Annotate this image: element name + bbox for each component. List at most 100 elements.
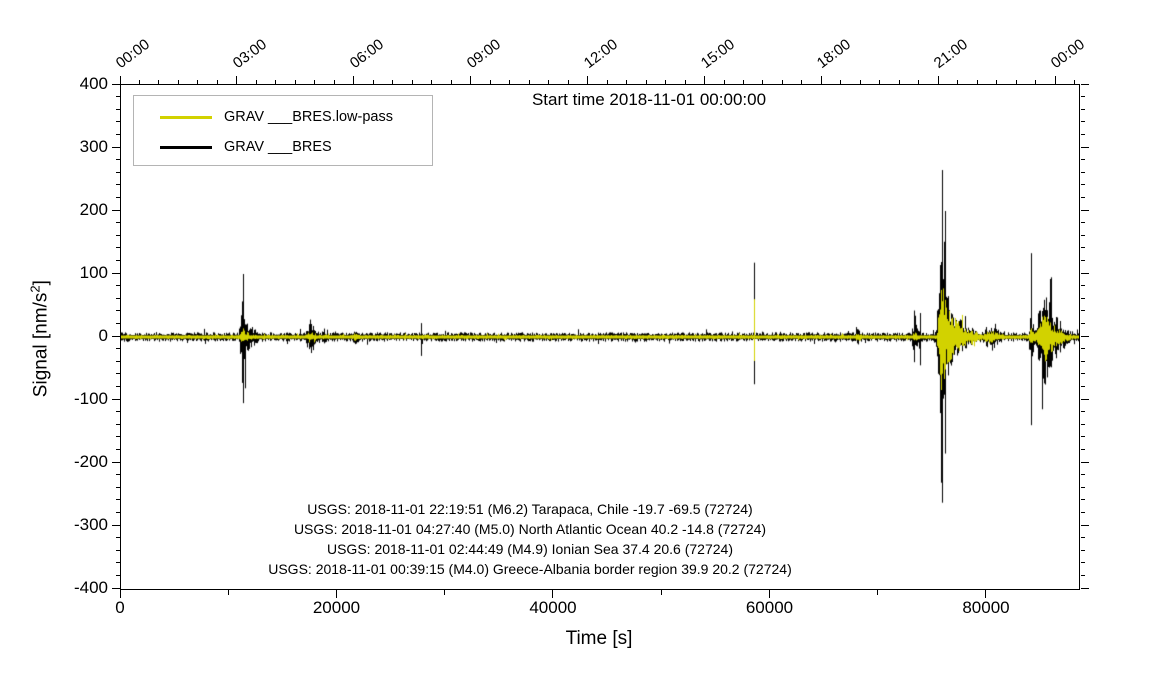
right-major-tick-mark	[1081, 587, 1089, 589]
bottom-axis-tick-label: 20000	[312, 598, 361, 617]
top-minor-tick-mark	[314, 80, 316, 84]
right-minor-tick-mark	[1081, 121, 1085, 123]
right-minor-tick-mark	[1081, 322, 1085, 324]
right-minor-tick-mark	[1081, 285, 1085, 287]
usgs-annotation-4: USGS: 2018-11-01 00:39:15 (M4.0) Greece-…	[268, 561, 792, 577]
left-minor-tick-mark	[116, 373, 120, 375]
left-major-tick-mark	[112, 587, 120, 589]
left-minor-tick-mark	[116, 562, 120, 564]
top-minor-tick-mark	[976, 80, 978, 84]
left-minor-tick-mark	[116, 549, 120, 551]
top-minor-tick-mark	[158, 80, 160, 84]
top-major-tick-mark	[1054, 76, 1056, 84]
top-minor-tick-mark	[665, 80, 667, 84]
right-minor-tick-mark	[1081, 373, 1085, 375]
top-minor-tick-mark	[548, 80, 550, 84]
usgs-annotation-2: USGS: 2018-11-01 04:27:40 (M5.0) North A…	[293, 521, 767, 537]
top-major-tick-mark	[470, 76, 472, 84]
left-minor-tick-mark	[116, 234, 120, 236]
left-minor-tick-mark	[116, 133, 120, 135]
left-minor-tick-mark	[116, 322, 120, 324]
right-minor-tick-mark	[1081, 196, 1085, 198]
y-axis-tick-label: 100	[79, 263, 108, 282]
signal-trace-canvas	[121, 85, 1079, 589]
right-minor-tick-mark	[1081, 411, 1085, 413]
left-minor-tick-mark	[116, 159, 120, 161]
left-major-tick-mark	[112, 83, 120, 85]
left-minor-tick-mark	[116, 171, 120, 173]
top-major-tick-mark	[587, 76, 589, 84]
plot-area	[120, 84, 1080, 590]
right-minor-tick-mark	[1081, 474, 1085, 476]
top-minor-tick-mark	[431, 80, 433, 84]
left-minor-tick-mark	[116, 537, 120, 539]
left-minor-tick-mark	[116, 423, 120, 425]
right-minor-tick-mark	[1081, 499, 1085, 501]
bottom-major-tick-mark	[119, 590, 121, 598]
bottom-major-tick-mark	[768, 590, 770, 598]
left-minor-tick-mark	[116, 499, 120, 501]
left-minor-tick-mark	[116, 411, 120, 413]
top-minor-tick-mark	[333, 80, 335, 84]
legend-line-lowpass-icon	[160, 116, 212, 119]
right-minor-tick-mark	[1081, 108, 1085, 110]
right-major-tick-mark	[1081, 83, 1089, 85]
top-minor-tick-mark	[138, 80, 140, 84]
top-major-tick-mark	[119, 76, 121, 84]
top-major-tick-mark	[236, 76, 238, 84]
right-major-tick-mark	[1081, 272, 1089, 274]
top-minor-tick-mark	[489, 80, 491, 84]
top-minor-tick-mark	[275, 80, 277, 84]
top-minor-tick-mark	[177, 80, 179, 84]
right-major-tick-mark	[1081, 146, 1089, 148]
bottom-axis-tick-label: 80000	[962, 598, 1010, 617]
right-minor-tick-mark	[1081, 537, 1085, 539]
left-minor-tick-mark	[116, 121, 120, 123]
top-minor-tick-mark	[918, 80, 920, 84]
right-minor-tick-mark	[1081, 297, 1085, 299]
top-minor-tick-mark	[684, 80, 686, 84]
right-minor-tick-mark	[1081, 184, 1085, 186]
right-minor-tick-mark	[1081, 348, 1085, 350]
legend-label-lowpass: GRAV ___BRES.low-pass	[224, 109, 393, 125]
right-minor-tick-mark	[1081, 247, 1085, 249]
left-major-tick-mark	[112, 524, 120, 526]
right-minor-tick-mark	[1081, 259, 1085, 261]
bottom-major-tick-mark	[985, 590, 987, 598]
right-minor-tick-mark	[1081, 549, 1085, 551]
right-minor-tick-mark	[1081, 423, 1085, 425]
left-major-tick-mark	[112, 209, 120, 211]
top-major-tick-mark	[353, 76, 355, 84]
left-minor-tick-mark	[116, 385, 120, 387]
right-minor-tick-mark	[1081, 486, 1085, 488]
left-minor-tick-mark	[116, 108, 120, 110]
top-axis-tick-label: 12:00	[580, 35, 621, 72]
left-minor-tick-mark	[116, 574, 120, 576]
top-minor-tick-mark	[781, 80, 783, 84]
left-minor-tick-mark	[116, 448, 120, 450]
right-minor-tick-mark	[1081, 436, 1085, 438]
top-axis-tick-label: 00:00	[112, 35, 153, 72]
left-minor-tick-mark	[116, 285, 120, 287]
top-minor-tick-mark	[450, 80, 452, 84]
left-major-tick-mark	[112, 146, 120, 148]
right-minor-tick-mark	[1081, 310, 1085, 312]
top-minor-tick-mark	[626, 80, 628, 84]
top-minor-tick-mark	[528, 80, 530, 84]
top-minor-tick-mark	[898, 80, 900, 84]
left-major-tick-mark	[112, 398, 120, 400]
y-axis-tick-label: -200	[73, 452, 108, 471]
top-minor-tick-mark	[1074, 80, 1076, 84]
right-minor-tick-mark	[1081, 448, 1085, 450]
bottom-axis-tick-label: 60000	[745, 598, 794, 617]
top-minor-tick-mark	[509, 80, 511, 84]
top-minor-tick-mark	[1035, 80, 1037, 84]
left-major-tick-mark	[112, 335, 120, 337]
right-minor-tick-mark	[1081, 222, 1085, 224]
bottom-minor-tick-mark	[227, 590, 229, 595]
top-minor-tick-mark	[801, 80, 803, 84]
y-axis-tick-label: -300	[73, 515, 108, 534]
right-major-tick-mark	[1081, 461, 1089, 463]
top-axis-tick-label: 09:00	[463, 35, 504, 72]
